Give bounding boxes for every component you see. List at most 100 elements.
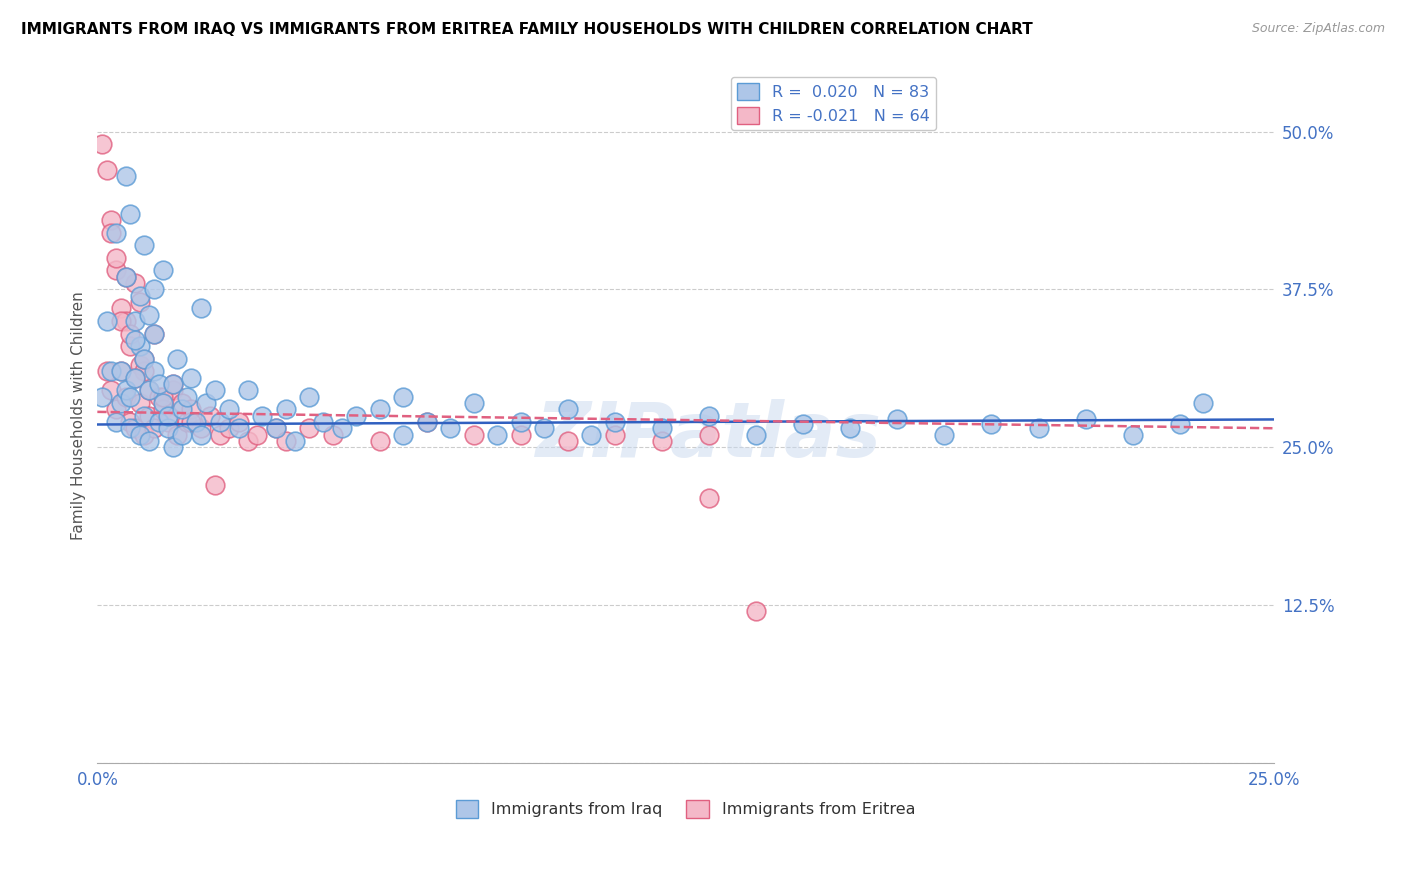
Point (486, 427, 509, 442)
Point (124, 333, 146, 347)
Point (312, 415, 335, 429)
Point (274, 402, 297, 417)
Point (330, 421, 353, 435)
Point (651, 434, 673, 448)
Point (96, 364, 118, 378)
Point (138, 308, 160, 322)
Point (250, 409, 273, 423)
Point (105, 251, 128, 265)
Point (100, 364, 122, 378)
Point (110, 396, 132, 410)
Point (284, 434, 307, 448)
Point (105, 226, 128, 240)
Point (886, 412, 908, 426)
Point (745, 604, 768, 618)
Point (792, 417, 814, 432)
Point (180, 402, 202, 417)
Point (114, 169, 136, 183)
Point (152, 390, 174, 404)
Point (651, 421, 673, 435)
Point (166, 427, 188, 442)
Point (142, 364, 165, 378)
Point (152, 396, 174, 410)
Point (138, 384, 160, 398)
Point (152, 263, 174, 277)
Point (96, 162, 118, 177)
Point (124, 276, 146, 290)
Point (274, 434, 297, 448)
Text: Source: ZipAtlas.com: Source: ZipAtlas.com (1251, 22, 1385, 36)
Point (128, 289, 150, 303)
Point (120, 339, 142, 353)
Point (105, 263, 128, 277)
Point (110, 364, 132, 378)
Point (162, 377, 184, 392)
Point (120, 415, 142, 429)
Text: IMMIGRANTS FROM IRAQ VS IMMIGRANTS FROM ERITREA FAMILY HOUSEHOLDS WITH CHILDREN : IMMIGRANTS FROM IRAQ VS IMMIGRANTS FROM … (21, 22, 1033, 37)
Point (134, 351, 156, 366)
Point (298, 390, 321, 404)
Point (603, 415, 626, 429)
Point (392, 427, 415, 442)
Point (1192, 396, 1215, 410)
Point (100, 226, 122, 240)
Point (368, 402, 391, 417)
Text: ZIPatlas: ZIPatlas (536, 400, 882, 474)
Point (264, 421, 287, 435)
Point (128, 427, 150, 442)
Point (416, 415, 439, 429)
Point (110, 364, 132, 378)
Y-axis label: Family Households with Children: Family Households with Children (72, 292, 86, 540)
Point (134, 351, 156, 366)
Point (839, 421, 862, 435)
Point (156, 421, 179, 435)
Point (114, 314, 136, 328)
Point (134, 427, 156, 442)
Point (392, 390, 415, 404)
Point (1168, 417, 1191, 432)
Point (200, 409, 222, 423)
Point (124, 371, 146, 385)
Point (236, 384, 259, 398)
Point (246, 427, 269, 442)
Point (124, 314, 146, 328)
Point (100, 213, 122, 227)
Point (128, 396, 150, 410)
Point (218, 421, 240, 435)
Point (152, 402, 174, 417)
Point (208, 427, 231, 442)
Point (124, 371, 146, 385)
Point (134, 238, 156, 252)
Point (120, 326, 142, 341)
Point (120, 207, 142, 221)
Point (218, 402, 240, 417)
Point (228, 421, 250, 435)
Point (110, 301, 132, 316)
Point (1122, 427, 1144, 442)
Point (180, 371, 202, 385)
Point (91, 137, 114, 152)
Point (96, 314, 118, 328)
Point (138, 434, 160, 448)
Point (128, 339, 150, 353)
Point (194, 396, 217, 410)
Point (1028, 421, 1050, 435)
Point (264, 421, 287, 435)
Point (100, 384, 122, 398)
Point (557, 402, 579, 417)
Point (170, 427, 193, 442)
Point (156, 415, 179, 429)
Point (1074, 412, 1097, 426)
Point (142, 421, 165, 435)
Point (190, 421, 212, 435)
Point (186, 415, 208, 429)
Point (463, 396, 485, 410)
Point (138, 384, 160, 398)
Point (463, 427, 485, 442)
Point (190, 301, 212, 316)
Point (368, 434, 391, 448)
Point (557, 434, 579, 448)
Point (120, 421, 142, 435)
Point (439, 421, 461, 435)
Point (697, 409, 720, 423)
